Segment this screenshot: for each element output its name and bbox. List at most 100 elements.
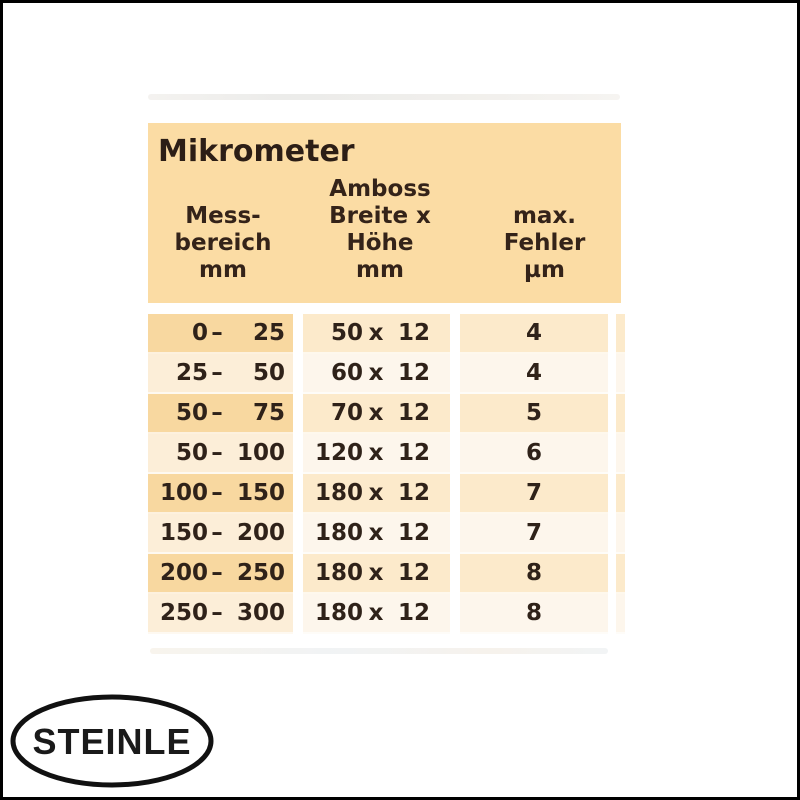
column-gutter [450, 314, 460, 354]
max-error-value: 7 [525, 520, 542, 546]
range-dash: – [211, 560, 223, 586]
max-error-value: 4 [525, 360, 542, 386]
column-header-max-fehler: max. Fehler µm [468, 203, 621, 284]
column-gutter [293, 514, 303, 554]
anvil-width: 50 [330, 320, 363, 346]
column-gutter [293, 394, 303, 434]
anvil-width: 180 [314, 600, 363, 626]
column-gutter [608, 354, 616, 394]
column-gutter [293, 554, 303, 594]
cell-messbereich: 25 – 50 [148, 354, 293, 394]
range-dash: – [211, 600, 223, 626]
column-gutter [450, 474, 460, 514]
anvil-width: 180 [314, 520, 363, 546]
max-error-value: 8 [525, 560, 542, 586]
cell-messbereich: 250 – 300 [148, 594, 293, 634]
logo-text: STEINLE [32, 721, 191, 762]
column-header-line: Mess- [185, 203, 261, 229]
anvil-height: 12 [397, 480, 430, 506]
cell-max-fehler: 6 [460, 434, 608, 474]
max-error-value: 6 [525, 440, 542, 466]
range-from: 25 [175, 360, 208, 386]
range-to: 150 [236, 480, 285, 506]
anvil-width: 60 [330, 360, 363, 386]
range-dash: – [211, 440, 223, 466]
column-gutter [608, 394, 616, 434]
table-row: 0 – 25 50 x 12 4 [148, 314, 625, 354]
table-row: 200 – 250 180 x 12 8 [148, 554, 625, 594]
column-header-line: µm [524, 257, 565, 283]
table-title: Mikrometer [158, 134, 355, 169]
anvil-x: x [368, 520, 384, 546]
cell-amboss: 180 x 12 [303, 554, 450, 594]
range-to: 100 [236, 440, 285, 466]
range-dash: – [211, 360, 223, 386]
cropped-column-sliver [616, 354, 625, 394]
max-error-value: 8 [525, 600, 542, 626]
anvil-height: 12 [397, 520, 430, 546]
cell-max-fehler: 7 [460, 474, 608, 514]
column-header-line: bereich [174, 230, 272, 256]
max-error-value: 5 [525, 400, 542, 426]
anvil-height: 12 [397, 400, 430, 426]
range-dash: – [211, 320, 223, 346]
table-header: Mikrometer Mess- bereich mm Amboss Breit… [148, 123, 621, 303]
cell-amboss: 180 x 12 [303, 594, 450, 634]
column-gutter [608, 474, 616, 514]
anvil-x: x [368, 400, 384, 426]
column-gutter [608, 514, 616, 554]
cell-max-fehler: 7 [460, 514, 608, 554]
range-from: 100 [159, 480, 208, 506]
anvil-x: x [368, 440, 384, 466]
cell-max-fehler: 8 [460, 594, 608, 634]
anvil-width: 180 [314, 480, 363, 506]
anvil-height: 12 [397, 600, 430, 626]
range-from: 50 [175, 400, 208, 426]
cropped-column-sliver [616, 594, 625, 634]
anvil-height: 12 [397, 320, 430, 346]
range-dash: – [211, 480, 223, 506]
crop-artifact-top [148, 94, 620, 100]
range-to: 300 [236, 600, 285, 626]
table-row: 25 – 50 60 x 12 4 [148, 354, 625, 394]
cell-amboss: 180 x 12 [303, 514, 450, 554]
cell-max-fehler: 4 [460, 314, 608, 354]
logo-ellipse [10, 694, 214, 788]
range-from: 50 [175, 440, 208, 466]
cropped-column-sliver [616, 394, 625, 434]
column-gutter [450, 394, 460, 434]
column-gutter [450, 514, 460, 554]
anvil-height: 12 [397, 560, 430, 586]
column-gutter [450, 354, 460, 394]
column-header-amboss: Amboss Breite x Höhe mm [306, 176, 454, 284]
column-gutter [293, 434, 303, 474]
table-row: 100 – 150 180 x 12 7 [148, 474, 625, 514]
range-dash: – [211, 400, 223, 426]
range-to: 75 [252, 400, 285, 426]
column-gutter [450, 434, 460, 474]
cell-messbereich: 100 – 150 [148, 474, 293, 514]
table-row: 150 – 200 180 x 12 7 [148, 514, 625, 554]
cell-amboss: 120 x 12 [303, 434, 450, 474]
anvil-x: x [368, 560, 384, 586]
range-to: 50 [252, 360, 285, 386]
cell-max-fehler: 4 [460, 354, 608, 394]
column-gutter [608, 434, 616, 474]
max-error-value: 4 [525, 320, 542, 346]
range-dash: – [211, 520, 223, 546]
column-gutter [450, 554, 460, 594]
column-gutter [293, 594, 303, 634]
cropped-column-sliver [616, 554, 625, 594]
anvil-width: 70 [330, 400, 363, 426]
column-header-line: Höhe [346, 230, 414, 256]
steinle-logo: STEINLE [8, 694, 216, 788]
cropped-column-sliver [616, 434, 625, 474]
column-gutter [293, 314, 303, 354]
table-row: 50 – 100 120 x 12 6 [148, 434, 625, 474]
anvil-width: 120 [314, 440, 363, 466]
column-header-line: mm [199, 257, 247, 283]
column-header-messbereich: Mess- bereich mm [148, 203, 298, 284]
anvil-height: 12 [397, 440, 430, 466]
column-gutter [293, 354, 303, 394]
column-header-line: Breite x [329, 203, 431, 229]
